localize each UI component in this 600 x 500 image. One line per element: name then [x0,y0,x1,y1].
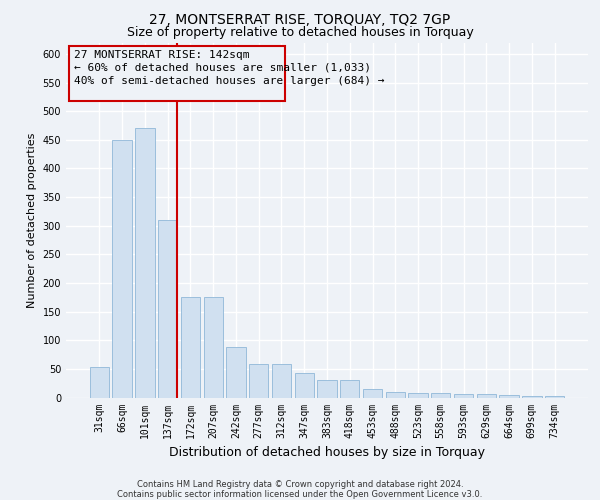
Bar [476,394,496,398]
X-axis label: Distribution of detached houses by size in Torquay: Distribution of detached houses by size … [169,446,485,459]
Bar [90,367,109,398]
Bar [295,373,314,398]
Text: 27 MONTSERRAT RISE: 142sqm
← 60% of detached houses are smaller (1,033)
40% of s: 27 MONTSERRAT RISE: 142sqm ← 60% of deta… [74,50,385,86]
Bar [499,395,519,398]
FancyBboxPatch shape [68,46,285,101]
Bar [203,298,223,398]
Bar [112,140,132,398]
Bar [181,298,200,398]
Bar [386,392,405,398]
Bar [409,393,428,398]
Bar [249,364,268,398]
Bar [158,220,178,398]
Text: Contains HM Land Registry data © Crown copyright and database right 2024.: Contains HM Land Registry data © Crown c… [137,480,463,489]
Bar [522,396,542,398]
Bar [317,380,337,398]
Bar [135,128,155,398]
Bar [226,347,245,398]
Bar [363,389,382,398]
Bar [545,396,564,398]
Text: Size of property relative to detached houses in Torquay: Size of property relative to detached ho… [127,26,473,39]
Y-axis label: Number of detached properties: Number of detached properties [27,132,37,308]
Bar [454,394,473,398]
Bar [340,380,359,398]
Text: Contains public sector information licensed under the Open Government Licence v3: Contains public sector information licen… [118,490,482,499]
Bar [431,393,451,398]
Bar [272,364,291,398]
Text: 27, MONTSERRAT RISE, TORQUAY, TQ2 7GP: 27, MONTSERRAT RISE, TORQUAY, TQ2 7GP [149,12,451,26]
